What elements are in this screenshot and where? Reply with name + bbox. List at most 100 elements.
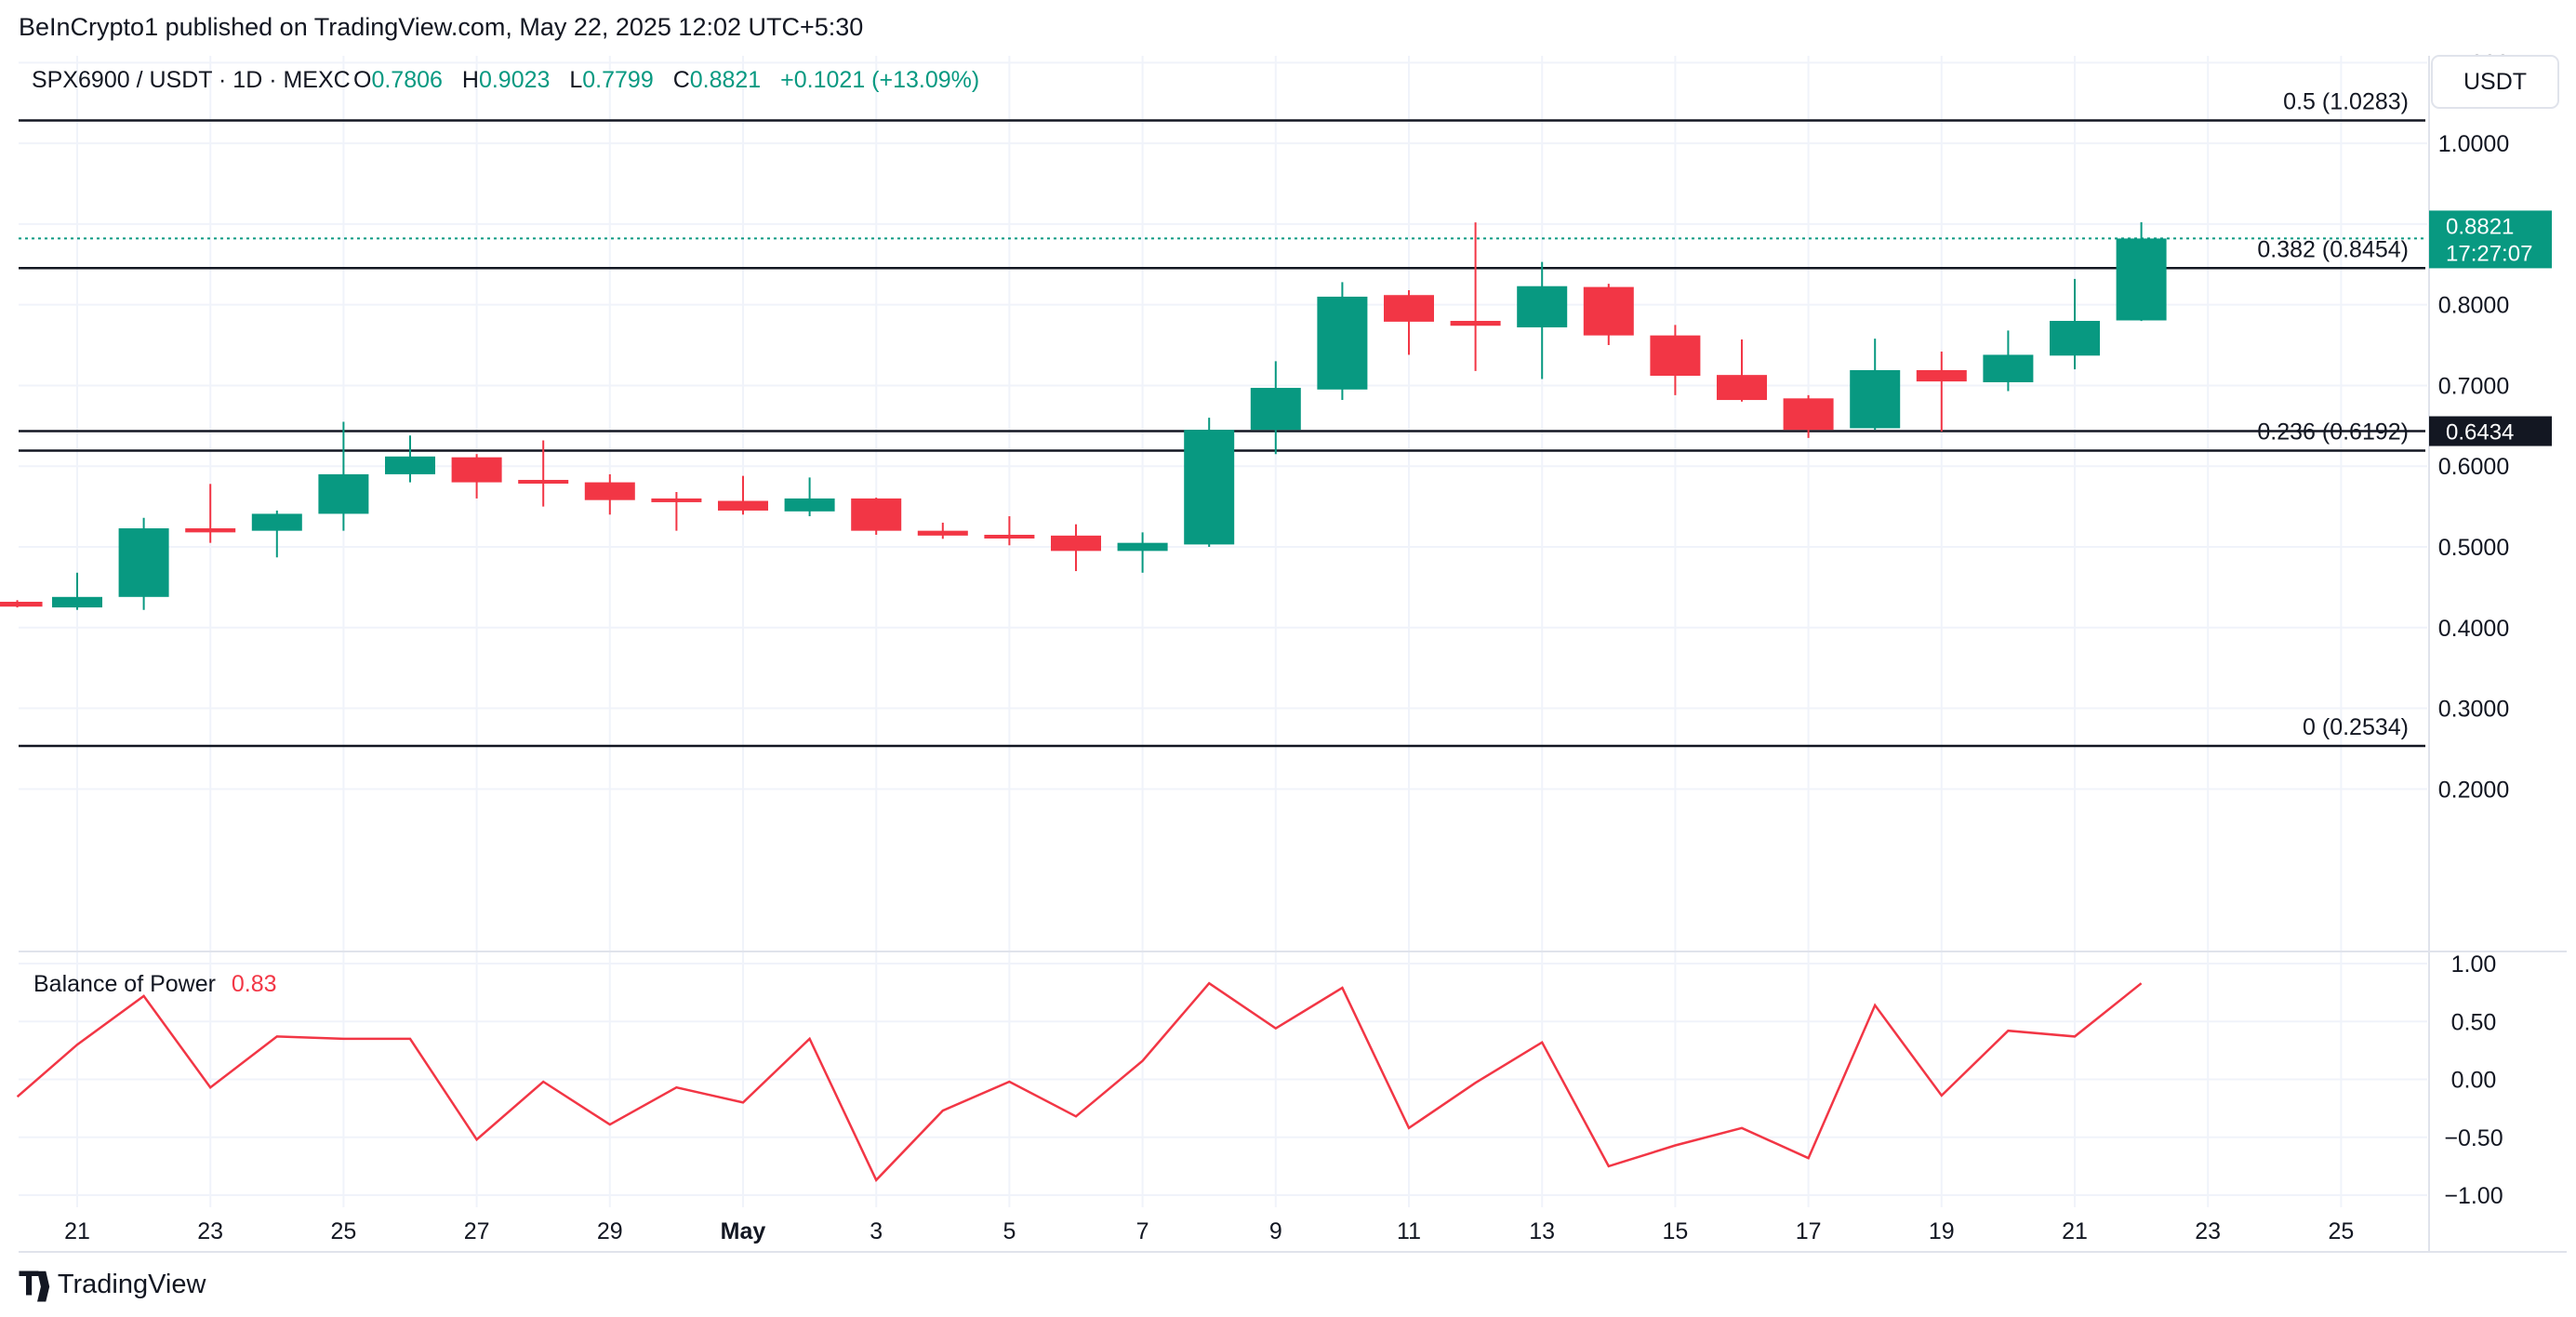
legend-symbol: SPX6900 / USDT · 1D · MEXC [32, 67, 351, 93]
tradingview-logo-icon: 𝐓❱ [19, 1267, 50, 1302]
candle-up [1317, 296, 1368, 390]
bop-tick-label: 0.00 [2451, 1068, 2497, 1094]
last-price-value: 0.8821 [2446, 214, 2514, 239]
x-tick-label: 5 [1003, 1218, 1016, 1244]
candle-up [385, 456, 435, 474]
x-tick-label: 19 [1929, 1218, 1955, 1244]
legend-h-value: 0.9023 [479, 67, 550, 93]
fib-label: 0.236 (0.6192) [2257, 419, 2409, 446]
candle-down [651, 498, 702, 502]
x-tick-label: 23 [2195, 1218, 2221, 1244]
bop-tick-label: 1.00 [2451, 951, 2497, 978]
candle-up [251, 513, 302, 531]
x-tick-label: 29 [597, 1218, 623, 1244]
candle-down [1583, 286, 1634, 336]
candle-up [1850, 369, 1901, 429]
candle-down [1384, 295, 1434, 322]
candle-up [118, 528, 169, 597]
legend-c-label: C [673, 67, 690, 93]
x-tick-label: 21 [2062, 1218, 2088, 1244]
axes: 2123252729May357911131517192123251.10001… [19, 50, 2567, 1253]
candle-down [917, 530, 968, 536]
candle-down [1450, 321, 1501, 326]
grid-lines [19, 56, 2427, 1207]
legend-l-value: 0.7799 [582, 67, 653, 93]
x-tick-label: 9 [1269, 1218, 1282, 1244]
x-tick-label: 25 [330, 1218, 356, 1244]
x-tick-label: 3 [870, 1218, 883, 1244]
candle-down [584, 482, 635, 500]
candle-down [984, 534, 1035, 539]
candle-down [1650, 335, 1701, 377]
x-tick-label: 7 [1136, 1218, 1149, 1244]
candle-down [851, 498, 902, 531]
fib-label: 0.5 (1.0283) [2283, 89, 2409, 115]
crosshair-price-value: 0.6434 [2446, 420, 2514, 446]
candle-up [1184, 430, 1235, 545]
candle-down [185, 528, 236, 533]
candle-up [2116, 238, 2167, 321]
x-tick-label: 15 [1662, 1218, 1688, 1244]
price-tick-label: 0.8000 [2438, 293, 2509, 319]
legend-c-value: 0.8821 [690, 67, 761, 93]
crosshair-price-badge [2429, 416, 2552, 446]
price-tick-label: 0.3000 [2438, 697, 2509, 723]
bop-tick-label: 0.50 [2451, 1009, 2497, 1035]
price-tick-label: 0.6000 [2438, 454, 2509, 480]
currency-label: USDT [2463, 69, 2527, 95]
bop-tick-label: −0.50 [2444, 1125, 2503, 1151]
candle-up [1517, 286, 1568, 327]
balance-of-power-pane [16, 981, 2143, 1182]
legend-change: +0.1021 (+13.09%) [780, 67, 979, 93]
legend-o-label: O [353, 67, 371, 93]
legend-l-label: L [569, 67, 582, 93]
candle-down [451, 457, 502, 483]
x-tick-label: 21 [64, 1218, 90, 1244]
candle-up [2050, 321, 2100, 356]
candle-down [1717, 375, 1767, 401]
x-tick-label: 25 [2328, 1218, 2354, 1244]
price-tick-label: 0.7000 [2438, 373, 2509, 399]
fib-label: 0 (0.2534) [2303, 714, 2409, 740]
fib-label: 0.382 (0.8454) [2257, 236, 2409, 262]
legend-o-value: 0.7806 [371, 67, 442, 93]
candle-up [784, 498, 835, 512]
bop-title: Balance of Power [33, 971, 216, 997]
price-tick-label: 0.5000 [2438, 535, 2509, 561]
price-tick-label: 0.4000 [2438, 616, 2509, 642]
candle-down [1051, 535, 1101, 552]
candle-down [718, 500, 768, 511]
x-tick-label: May [721, 1218, 766, 1244]
x-tick-label: 13 [1529, 1218, 1555, 1244]
price-tick-label: 0.2000 [2438, 777, 2509, 803]
last-price-countdown: 17:27:07 [2446, 241, 2532, 266]
price-tick-label: 1.0000 [2438, 131, 2509, 157]
x-tick-label: 27 [464, 1218, 490, 1244]
published-caption: BeInCrypto1 published on TradingView.com… [19, 13, 864, 41]
bop-value: 0.83 [232, 971, 277, 997]
candle-down [518, 479, 569, 484]
candle-up [318, 473, 369, 514]
last-price-badge [2429, 210, 2552, 269]
legend-ohlc: O0.7806 H0.9023 L0.7799 C0.8821 +0.1021 … [353, 67, 979, 93]
candle-up [1117, 542, 1168, 552]
candle-up [52, 596, 102, 608]
candles [0, 221, 2167, 610]
candle-down [1783, 398, 1834, 431]
footer-brand: 𝐓❱ TradingView [19, 1267, 206, 1303]
candle-down [1916, 369, 1967, 382]
bop-legend: Balance of Power 0.83 [33, 971, 277, 997]
x-tick-label: 11 [1397, 1218, 1421, 1244]
candle-up [1983, 354, 2034, 382]
candle-down [0, 602, 43, 607]
x-tick-label: 23 [197, 1218, 223, 1244]
x-tick-label: 17 [1796, 1218, 1822, 1244]
legend-h-label: H [462, 67, 479, 93]
bop-line [16, 981, 2143, 1182]
footer-logo-text: TradingView [57, 1270, 206, 1299]
currency-box[interactable] [2431, 55, 2559, 109]
fibonacci-levels: 0.5 (1.0283) 0.382 (0.8454) 0.236 (0.6192)… [19, 89, 2425, 748]
candle-up [1250, 388, 1301, 431]
bop-tick-label: −1.00 [2444, 1183, 2503, 1209]
